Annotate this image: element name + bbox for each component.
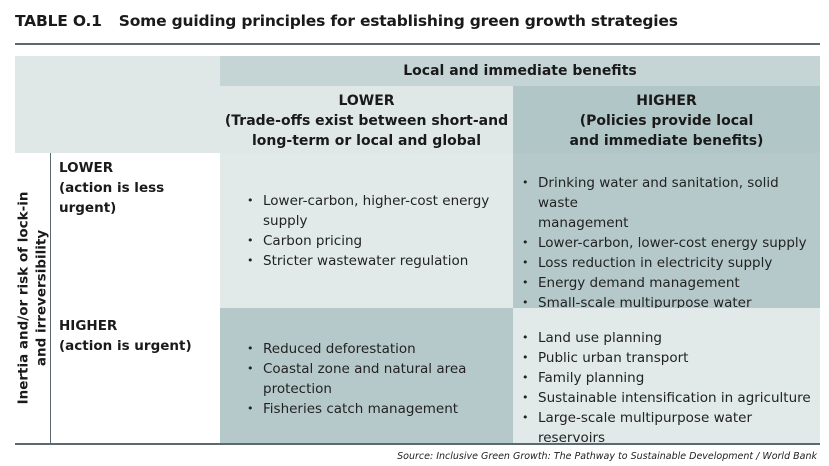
col-group-header-text: Local and immediate benefits xyxy=(403,63,637,79)
list-item-continuation: supply xyxy=(263,213,308,229)
cell-lower-higher-list: Drinking water and sanitation, solid was… xyxy=(519,173,820,333)
list-item: protection xyxy=(244,379,513,399)
col-header-lower: LOWER (Trade-offs exist between short-an… xyxy=(220,86,513,169)
list-item: Lower-carbon, higher-cost energy xyxy=(244,191,513,211)
row-header-higher-sub: (action is urgent) xyxy=(59,338,192,354)
col-header-higher-sub2: and immediate benefits) xyxy=(569,133,764,149)
bottom-rule xyxy=(15,443,820,445)
list-item-continuation: management xyxy=(538,215,629,231)
table-number: TABLE O.1 xyxy=(15,12,102,30)
list-item: Land use planning xyxy=(519,328,820,348)
cell-higher-lower: Reduced deforestation Coastal zone and n… xyxy=(220,308,513,443)
col-header-higher: HIGHER (Policies provide local and immed… xyxy=(513,86,820,153)
list-item: Fisheries catch management xyxy=(244,399,513,419)
list-item: supply xyxy=(244,211,513,231)
list-item: Drinking water and sanitation, solid was… xyxy=(519,173,820,213)
row-header-lower-sub: (action is less urgent) xyxy=(59,180,165,216)
cell-higher-higher-list: Land use planning Public urban transport… xyxy=(519,328,820,448)
col-header-higher-sub1: (Policies provide local xyxy=(579,113,754,129)
list-item: Coastal zone and natural area xyxy=(244,359,513,379)
table-caption: Some guiding principles for establishing… xyxy=(118,12,678,30)
list-item-continuation: protection xyxy=(263,381,332,397)
col-header-lower-sub1: (Trade-offs exist between short-and xyxy=(224,113,509,129)
row-header-higher-title: HIGHER xyxy=(59,318,118,334)
cell-lower-lower: Lower-carbon, higher-cost energy supply … xyxy=(220,153,513,308)
list-item: Large-scale multipurpose water reservoir… xyxy=(519,408,820,448)
list-item: Family planning xyxy=(519,368,820,388)
list-item: Sustainable intensification in agricultu… xyxy=(519,388,820,408)
row-group-divider xyxy=(50,153,51,443)
list-item: Energy demand management xyxy=(519,273,820,293)
list-item: Loss reduction in electricity supply xyxy=(519,253,820,273)
cell-higher-higher: Land use planning Public urban transport… xyxy=(513,308,820,446)
table-title: TABLE O.1 Some guiding principles for est… xyxy=(15,12,678,30)
corner-top xyxy=(15,56,220,86)
list-item: management xyxy=(519,213,820,233)
row-group-label-line2: and irreversibility xyxy=(33,229,50,367)
list-item: Reduced deforestation xyxy=(244,339,513,359)
top-rule xyxy=(15,43,820,45)
col-header-higher-title: HIGHER xyxy=(636,93,697,109)
row-group-label: Inertia and/or risk of lock-in and irrev… xyxy=(15,153,50,443)
col-group-header: Local and immediate benefits xyxy=(220,56,820,86)
list-item: Public urban transport xyxy=(519,348,820,368)
row-header-lower: LOWER (action is less urgent) xyxy=(59,158,219,218)
list-item: Carbon pricing xyxy=(244,231,513,251)
row-group-label-line1: Inertia and/or risk of lock-in xyxy=(15,191,32,405)
list-item: Stricter wastewater regulation xyxy=(244,251,513,271)
row-header-lower-title: LOWER xyxy=(59,160,114,176)
cell-lower-lower-list: Lower-carbon, higher-cost energy supply … xyxy=(244,191,513,271)
row-header-higher: HIGHER (action is urgent) xyxy=(59,316,219,356)
col-header-lower-title: LOWER xyxy=(338,93,395,109)
cell-higher-lower-list: Reduced deforestation Coastal zone and n… xyxy=(244,339,513,419)
cell-lower-higher: Drinking water and sanitation, solid was… xyxy=(513,153,820,331)
source-note: Source: Inclusive Green Growth: The Path… xyxy=(397,451,817,462)
list-item: Lower-carbon, lower-cost energy supply xyxy=(519,233,820,253)
